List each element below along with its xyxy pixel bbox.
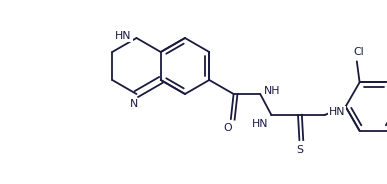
Text: HN: HN <box>329 107 345 117</box>
Text: Cl: Cl <box>353 47 364 57</box>
Text: NH: NH <box>264 86 281 96</box>
Text: O: O <box>224 123 232 133</box>
Text: N: N <box>129 99 138 109</box>
Text: HN: HN <box>115 31 132 41</box>
Text: HN: HN <box>252 119 269 129</box>
Text: S: S <box>296 145 303 155</box>
